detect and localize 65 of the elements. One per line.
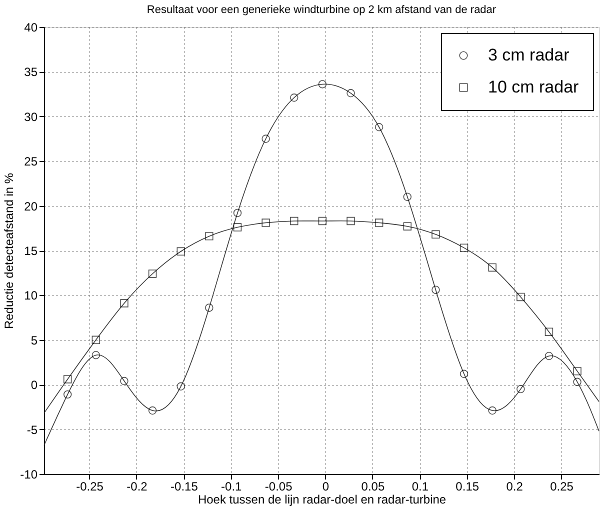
point — [516, 384, 525, 394]
point — [573, 378, 582, 386]
y-tick-label: -5 — [26, 422, 38, 437]
point — [92, 350, 100, 360]
y-tick-label: 0 — [30, 378, 38, 392]
point — [374, 123, 384, 132]
point — [460, 244, 468, 252]
point — [544, 328, 554, 336]
y-tick-label: 20 — [24, 199, 38, 214]
point — [63, 390, 72, 399]
point — [516, 292, 525, 302]
point — [290, 216, 298, 226]
point — [148, 270, 157, 278]
x-tick-label: -0.15 — [170, 480, 198, 494]
point — [403, 222, 412, 230]
legend-label: 10 cm radar — [488, 78, 580, 96]
x-tick-label: 0 — [322, 480, 330, 494]
point — [460, 370, 468, 378]
y-tick-label: 25 — [24, 154, 38, 169]
point — [176, 382, 185, 390]
point — [233, 223, 242, 232]
point — [318, 216, 327, 226]
point — [120, 299, 128, 308]
chart-title: Resultaat voor een generieke windturbine op 2 km afstand van de radar — [146, 4, 496, 16]
x-tick-label: -0.05 — [264, 480, 293, 494]
y-tick-label: 40 — [24, 20, 38, 34]
point — [488, 406, 496, 415]
point — [318, 80, 327, 88]
point — [176, 247, 185, 256]
x-tick-label: -0.1 — [221, 480, 242, 494]
point — [290, 94, 298, 102]
point — [205, 232, 214, 240]
x-tick-label: 0.15 — [456, 480, 480, 494]
point — [120, 376, 128, 386]
y-axis-title: Reductie detecteafstand in % — [2, 172, 16, 330]
point — [432, 286, 440, 294]
x-axis-title: Hoek tussen de lijn radar-doel en radar-turbine — [198, 492, 446, 506]
y-tick-label: 5 — [30, 333, 38, 348]
x-tick-label: 0.1 — [412, 480, 429, 494]
y-tick-label: 15 — [24, 244, 38, 258]
point — [63, 375, 72, 384]
x-tick-label: 0.25 — [550, 480, 574, 494]
point — [432, 230, 440, 239]
point — [403, 192, 412, 201]
y-tick-label: 10 — [24, 288, 38, 303]
x-tick-label: -0.25 — [76, 480, 104, 494]
point — [148, 406, 157, 415]
point — [92, 336, 100, 344]
y-tick-label: 30 — [24, 110, 38, 124]
y-tick-label: -10 — [20, 468, 38, 482]
point — [262, 134, 270, 143]
point — [374, 218, 384, 227]
y-tick-label: 35 — [24, 65, 38, 80]
point — [346, 216, 355, 226]
point — [346, 89, 355, 98]
point — [262, 218, 270, 227]
x-tick-label: 0.05 — [361, 480, 385, 494]
point — [544, 352, 554, 360]
legend-label: 3 cm radar — [488, 46, 570, 64]
point — [573, 367, 582, 376]
point — [233, 208, 242, 218]
point — [205, 304, 214, 312]
x-tick-label: 0.2 — [506, 480, 524, 494]
x-tick-label: -0.2 — [126, 480, 148, 494]
point — [488, 263, 496, 272]
